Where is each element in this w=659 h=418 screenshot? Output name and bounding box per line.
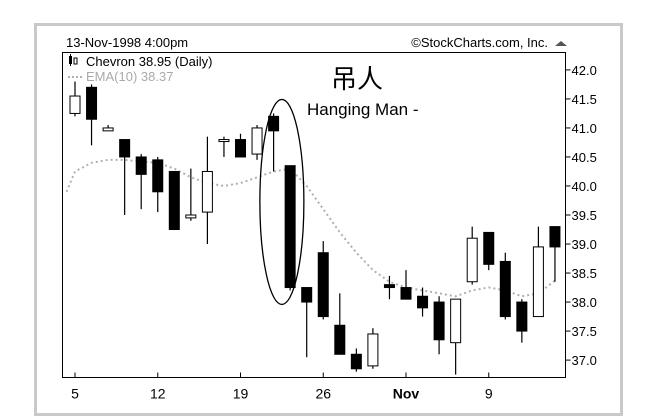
candle-body-down [317,252,329,318]
candle [69,81,81,117]
candle [433,296,445,355]
candle [185,168,197,221]
y-axis: 42.0 41.5 41.0 40.5 40.0 39.5 39.0 38.5 38.0 37.5… [565,63,597,368]
candle [284,165,296,291]
candle [516,299,528,343]
candle-body-down [483,231,495,265]
collapse-triangle-icon[interactable] [555,41,567,46]
candle-body-up [450,298,462,344]
candle [119,139,131,215]
y-tick-label: 40.0 [572,179,597,194]
x-tick-label: 19 [233,386,249,402]
candle-body-down [350,353,362,370]
x-tick-label: 5 [71,386,79,402]
candle-body-up [201,170,213,213]
candle [102,125,114,132]
candle [201,136,213,245]
annotation-text: Hanging Man - [307,100,419,119]
x-tick-label: 12 [150,386,166,402]
candle-body-down [400,287,412,300]
legend: Chevron 38.95 (Daily) EMA(10) 38.37 [68,54,212,84]
date-label: 13-Nov-1998 4:00pm [66,35,188,50]
candle-body-down [301,287,313,303]
candle-body-up [185,214,197,219]
candle [400,270,412,300]
candle [135,154,147,210]
candle [268,113,280,172]
y-tick-label: 41.0 [572,121,597,136]
legend-series-label: Chevron 38.95 (Daily) [86,54,212,69]
candle [383,275,395,300]
candle-body-down [549,226,561,248]
candle-body-down [334,324,346,355]
candle [218,136,230,157]
y-tick-label: 37.0 [572,353,597,368]
outer-frame [34,23,623,416]
candle [549,226,561,282]
candle-body-down [235,139,246,158]
candle-body-down [168,170,180,231]
candle-body-down [119,139,131,158]
candle-body-down [135,156,147,175]
candle [450,298,462,375]
candle [367,328,379,369]
ema-series [65,158,556,298]
y-tick-label: 38.0 [572,295,597,310]
hanging-man-ellipse [259,98,305,306]
credit-label: ©StockCharts.com, Inc. [411,35,548,50]
candle-body-down [152,159,164,193]
candle [168,170,180,231]
candle [499,252,511,320]
candle [317,241,329,320]
y-tick-label: 41.5 [572,92,597,107]
candle-body-up [466,237,478,283]
candle-body-down [383,284,395,289]
candle [483,231,495,271]
candle [334,293,346,355]
candle [301,287,313,358]
candle-body-down [86,86,98,120]
candle [466,226,478,285]
candle-body-down [284,165,296,289]
candle [350,348,362,372]
candle-body-up [69,95,81,114]
candle-body-up [367,333,379,367]
candle-body-down [516,301,528,332]
candle [86,84,98,146]
candle-body-up [102,127,114,132]
x-tick-label: 26 [315,386,331,402]
candle [251,125,263,160]
candle [417,287,429,317]
candle-body-up [532,246,544,318]
x-axis: 5 12 19 26 Nov 9 [71,372,493,402]
y-tick-label: 40.5 [572,150,597,165]
price-series [69,81,561,375]
annotation-chinese: 吊人 [331,65,383,95]
annotation-marker [259,98,305,306]
candle [152,156,164,213]
candle-body-up [218,139,230,143]
y-tick-label: 39.5 [572,208,597,223]
candle-body-up [251,127,263,155]
candlestick-icon [69,54,78,66]
candle-body-down [268,115,280,132]
y-tick-label: 39.0 [572,237,597,252]
y-tick-label: 42.0 [572,63,597,78]
candle [532,226,544,318]
x-tick-label: 9 [485,386,493,402]
ema-line [65,158,556,298]
y-tick-label: 38.5 [572,266,597,281]
candle-body-down [433,301,445,341]
legend-ema-label: EMA(10) 38.37 [86,69,173,84]
candle [235,133,246,158]
candle-body-down [417,295,429,309]
y-tick-label: 37.5 [572,324,597,339]
x-tick-label: Nov [393,386,420,402]
candle-body-down [499,260,511,318]
